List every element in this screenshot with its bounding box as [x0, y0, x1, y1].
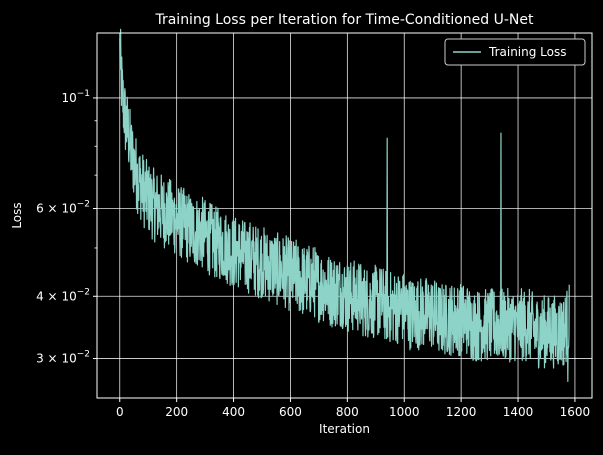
x-axis-label: Iteration: [319, 422, 370, 436]
legend-box: [444, 38, 586, 66]
x-tick-label: 1400: [503, 405, 534, 419]
x-tick-label: 800: [336, 405, 359, 419]
y-axis-ticks: 10−1 6 × 10−2 4 × 10−2 3 × 10−2: [36, 89, 97, 366]
x-tick-label: 600: [279, 405, 302, 419]
y-tick-label: 4 × 10−2: [36, 287, 90, 303]
x-tick-label: 1200: [446, 405, 477, 419]
y-tick-label: 10−1: [61, 89, 90, 105]
legend: Training Loss: [444, 38, 586, 66]
training-loss-line: [119, 28, 570, 382]
chart-title: Training Loss per Iteration for Time-Con…: [154, 12, 534, 28]
legend-label: Training Loss: [488, 45, 566, 59]
x-tick-label: 400: [222, 405, 245, 419]
y-tick-label: 3 × 10−2: [36, 350, 90, 366]
series-layer: [119, 28, 570, 382]
x-tick-label: 1000: [389, 405, 420, 419]
x-axis-ticks: 0 200 400 600 800 1000 1200 1400 1600: [116, 398, 590, 419]
axes-frame: [96, 32, 593, 399]
y-axis-label: Loss: [10, 202, 24, 228]
x-tick-label: 200: [165, 405, 188, 419]
x-tick-label: 1600: [560, 405, 591, 419]
y-tick-label: 6 × 10−2: [36, 200, 90, 216]
x-tick-label: 0: [116, 405, 124, 419]
